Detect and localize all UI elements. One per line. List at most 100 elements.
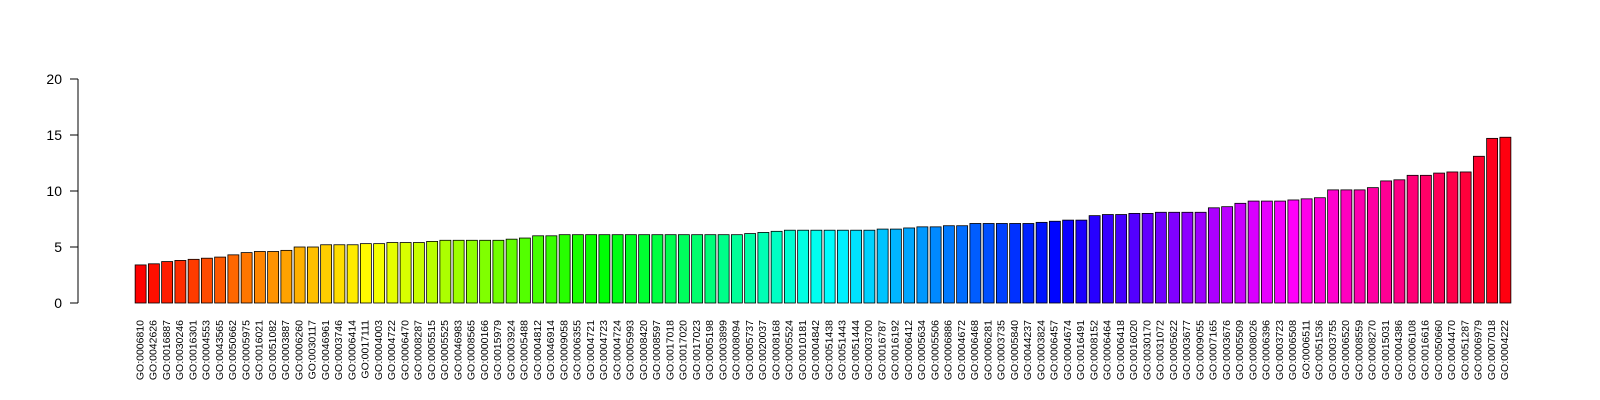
x-tick-label: GO:0003746 [333, 320, 345, 380]
bar [465, 239, 478, 304]
bar [664, 234, 677, 304]
bar [757, 232, 770, 304]
bar [1406, 174, 1419, 304]
bar [545, 235, 558, 304]
bar [704, 234, 717, 304]
x-tick-label: GO:0000166 [479, 320, 491, 380]
x-tick-label: GO:0006468 [969, 320, 981, 380]
bar [161, 261, 174, 304]
x-tick-label: GO:0005840 [1009, 320, 1021, 380]
bar [505, 238, 518, 304]
x-tick-label: GO:0030170 [1141, 320, 1153, 380]
x-tick-label: GO:0046961 [320, 320, 332, 380]
y-tick-label: 20 [46, 71, 62, 87]
bar [1274, 200, 1287, 304]
bar [1260, 200, 1273, 304]
bar [1472, 155, 1485, 304]
bar [1009, 223, 1022, 304]
x-tick-label: GO:0051443 [837, 320, 849, 380]
bar [280, 249, 293, 304]
bar [810, 229, 823, 304]
bar [1035, 221, 1048, 304]
x-tick-label: GO:0006396 [1261, 320, 1273, 380]
x-tick-label: GO:0004723 [598, 320, 610, 380]
x-tick-label: GO:0016787 [876, 320, 888, 380]
x-tick-label: GO:0004003 [373, 320, 385, 380]
x-axis-labels: GO:0006810 GO:0042626 GO:0016887 GO:0030246… [134, 320, 1511, 380]
bar [1247, 200, 1260, 304]
bar [995, 223, 1008, 304]
y-tick-label: 10 [46, 183, 62, 199]
bar [253, 251, 266, 304]
bar [730, 234, 743, 304]
x-tick-label: GO:0004812 [532, 320, 544, 380]
x-tick-label: GO:0008287 [413, 320, 425, 380]
bar [876, 228, 889, 304]
x-tick-label: GO:0003899 [717, 320, 729, 380]
bars [134, 136, 1512, 304]
bar [1380, 180, 1393, 304]
x-tick-label: GO:0005525 [439, 320, 451, 380]
bar [1154, 211, 1167, 304]
x-tick-label: GO:0004721 [585, 320, 597, 380]
bar [1327, 189, 1340, 304]
x-tick-label: GO:0004842 [810, 320, 822, 380]
x-tick-label: GO:0015979 [492, 320, 504, 380]
x-tick-label: GO:0008565 [466, 320, 478, 380]
bar [969, 223, 982, 304]
x-tick-label: GO:0050662 [227, 320, 239, 380]
x-tick-label: GO:0008094 [731, 320, 743, 380]
bar [1101, 214, 1114, 304]
x-tick-label: GO:0016020 [1128, 320, 1140, 380]
x-tick-label: GO:0005622 [1168, 320, 1180, 380]
x-tick-label: GO:0016021 [254, 320, 266, 380]
x-tick-label: GO:0042626 [148, 320, 160, 380]
bar [624, 234, 637, 304]
x-tick-label: GO:0016192 [890, 320, 902, 380]
x-tick-label: GO:0004553 [201, 320, 213, 380]
x-tick-label: GO:0043565 [214, 320, 226, 380]
x-tick-label: GO:0031072 [1155, 320, 1167, 380]
bar [916, 226, 929, 304]
x-tick-label: GO:0005975 [240, 320, 252, 380]
x-tick-label: GO:0003676 [1221, 320, 1233, 380]
x-tick-label: GO:0003677 [1181, 320, 1193, 380]
x-tick-label: GO:0006886 [943, 320, 955, 380]
y-tick-label: 0 [54, 295, 62, 311]
bar [359, 243, 372, 304]
bar [518, 237, 531, 304]
x-tick-label: GO:0016887 [161, 320, 173, 380]
x-tick-label: GO:0005509 [1234, 320, 1246, 380]
bar [863, 229, 876, 304]
bar [320, 244, 333, 304]
bar [1141, 212, 1154, 304]
bar [1221, 206, 1234, 304]
x-tick-label: GO:0007165 [1208, 320, 1220, 380]
bar [783, 229, 796, 304]
bar [1075, 219, 1088, 304]
y-tick-label: 15 [46, 127, 62, 143]
bar [1366, 187, 1379, 304]
bar [571, 234, 584, 304]
x-tick-label: GO:0007018 [1486, 320, 1498, 380]
x-tick-label: GO:0003735 [996, 320, 1008, 380]
x-tick-label: GO:0006260 [293, 320, 305, 380]
y-axis: 0 5 10 15 20 [46, 71, 79, 311]
bar [558, 234, 571, 304]
x-tick-label: GO:0017018 [664, 320, 676, 380]
bar [850, 229, 863, 304]
bar [1419, 174, 1432, 304]
x-tick-label: GO:0030117 [307, 320, 319, 380]
x-tick-label: GO:0008026 [1247, 320, 1259, 380]
bar [942, 225, 955, 304]
x-tick-label: GO:0003824 [1035, 320, 1047, 380]
bar [1486, 137, 1499, 304]
bar [1499, 136, 1512, 304]
bar [638, 234, 651, 304]
bar [1022, 223, 1035, 304]
x-tick-label: GO:0008597 [651, 320, 663, 380]
x-tick-label: GO:0016301 [187, 320, 199, 380]
x-tick-label: GO:0006979 [1473, 320, 1485, 380]
x-tick-label: GO:0004470 [1446, 320, 1458, 380]
x-tick-label: GO:0005506 [929, 320, 941, 380]
